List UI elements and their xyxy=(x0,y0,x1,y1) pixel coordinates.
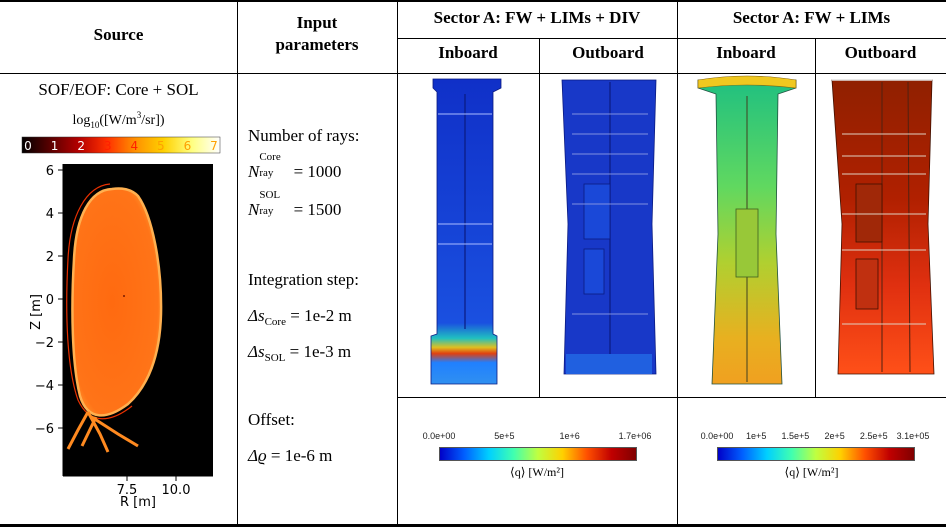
y-tick-label: −6 xyxy=(35,422,54,437)
units-open: ([W/m xyxy=(99,113,137,128)
col-divider-3 xyxy=(539,38,540,397)
colorbar-tick-label: 7 xyxy=(210,139,218,153)
header-input-line1: Input xyxy=(296,13,338,32)
y-tick-label: 4 xyxy=(46,207,54,222)
n-symbol: N xyxy=(248,162,260,181)
header-inboard-1: Inboard xyxy=(438,43,498,62)
source-emissivity-plot: 0 1 2 3 4 5 6 7 6 4 2 0 −2 −4 −6 7.5 10.0 Z [m] R [m] xyxy=(21,136,221,510)
x-axis-label: R [m] xyxy=(120,495,156,510)
source-title: SOF/EOF: Core + SOL xyxy=(38,80,199,99)
n-sol-sub: ray xyxy=(259,205,274,217)
hot-colorbar xyxy=(21,136,221,154)
y-axis-label: Z [m] xyxy=(29,294,44,330)
header-input-params: Input parameters xyxy=(237,12,397,56)
header-sector-lims: Sector A: FW + LIMs xyxy=(732,8,891,27)
ds-sol-value: = 1e-3 m xyxy=(289,342,352,361)
ds-core-sub: Core xyxy=(264,316,286,328)
x-tick-label: 7.5 xyxy=(117,483,138,498)
plasma-shape xyxy=(71,187,163,417)
x-tick-label: 10.0 xyxy=(162,483,191,498)
n-sol-value: = 1500 xyxy=(293,200,342,219)
colorbar-tick-label: 1.7e+06 xyxy=(618,431,652,441)
rays-label: Number of rays: xyxy=(248,126,360,145)
colorbar-tick-label: 5 xyxy=(157,139,165,153)
colorbar-tick-label: 3.1e+05 xyxy=(896,431,930,441)
n-core-sub: ray xyxy=(259,167,274,179)
colorbar-div: 0.0e+00 5e+5 1e+6 1.7e+06 ⟨q⟩ [W/m²] xyxy=(397,425,677,485)
offset-label: Offset: xyxy=(248,410,295,429)
ds-core-value: = 1e-2 m xyxy=(290,306,352,325)
y-tick-label: −2 xyxy=(35,336,54,351)
header-inboard-2: Inboard xyxy=(716,43,776,62)
colorbar-tick-label: 0.0e+00 xyxy=(422,431,456,441)
header-input-line2: parameters xyxy=(275,35,359,54)
colorbar-lims-bar xyxy=(717,447,915,461)
divertor-legs xyxy=(66,411,139,453)
header-outboard-2: Outboard xyxy=(844,43,917,62)
colorbar-tick-label: 3 xyxy=(104,139,112,153)
ds-core-param: ΔsCore = 1e-2 m xyxy=(248,306,352,328)
render-div-inboard xyxy=(430,78,502,385)
colorbar-tick-label: 1.5e+5 xyxy=(781,431,810,441)
units-close: /sr]) xyxy=(141,113,165,128)
magnetic-axis xyxy=(123,295,125,297)
render-lims-outboard xyxy=(831,79,935,375)
colorbar-tick-label: 2e+5 xyxy=(824,431,845,441)
n-symbol: N xyxy=(248,200,260,219)
top-rule xyxy=(0,0,946,2)
col-divider-1 xyxy=(237,0,238,526)
header-sector-div: Sector A: FW + LIMs + DIV xyxy=(433,8,641,27)
colorbar-tick-label: 2 xyxy=(77,139,85,153)
colorbar-tick-label: 6 xyxy=(184,139,192,153)
source-units: log10([W/m3/sr]) xyxy=(0,110,237,130)
header-outboard-1: Outboard xyxy=(572,43,644,62)
bottom-rule xyxy=(0,524,946,527)
ds-sol-sub: SOL xyxy=(264,352,286,364)
y-tick-label: 0 xyxy=(46,293,54,308)
header-rule xyxy=(0,73,946,74)
colorbar-tick-label: 5e+5 xyxy=(494,431,515,441)
colorbar-tick-label: 1e+5 xyxy=(746,431,767,441)
colorbar-tick-label: 4 xyxy=(130,139,138,153)
ds-symbol: Δs xyxy=(248,306,265,325)
hot-colorbar-ticks: 0 1 2 3 4 5 6 7 xyxy=(24,139,218,153)
n-core-param: N Core ray = 1000 xyxy=(248,151,342,182)
colorbar-tick-label: 2.5e+5 xyxy=(859,431,888,441)
subheader-rule xyxy=(397,38,946,39)
n-core-sup: Core xyxy=(259,151,281,163)
offset-symbol: Δϱ xyxy=(248,446,267,465)
colorbar-tick-label: 0.0e+00 xyxy=(700,431,734,441)
y-tick-label: 2 xyxy=(46,250,54,265)
y-tick-label: 6 xyxy=(46,164,54,179)
colorbar-tick-label: 1 xyxy=(51,139,59,153)
col-divider-4 xyxy=(677,0,678,526)
n-sol-sup: SOL xyxy=(259,189,281,201)
colorbar-tick-label: 1e+6 xyxy=(559,431,580,441)
units-log-sub: 10 xyxy=(90,120,100,130)
colorbar-tick-label: 0 xyxy=(24,139,32,153)
colorbar-div-label: ⟨q⟩ [W/m²] xyxy=(510,465,564,479)
render-div-outboard xyxy=(561,79,657,375)
header-source: Source xyxy=(93,25,144,44)
units-log: log xyxy=(72,113,91,128)
step-label: Integration step: xyxy=(248,270,359,289)
colorbar-lims: 0.0e+00 1e+5 1.5e+5 2e+5 2.5e+5 3.1e+05 ⟨q⟩ [… xyxy=(677,425,946,485)
offset-value: = 1e-6 m xyxy=(270,446,333,465)
y-tick-label: −4 xyxy=(35,379,54,394)
render-lims-inboard xyxy=(697,75,797,385)
colorbar-lims-label: ⟨q⟩ [W/m²] xyxy=(784,465,839,479)
n-core-value: = 1000 xyxy=(293,162,342,181)
ds-symbol: Δs xyxy=(248,342,265,361)
units-sup: 3 xyxy=(136,110,142,120)
ds-sol-param: ΔsSOL = 1e-3 m xyxy=(248,342,351,364)
col-divider-5 xyxy=(815,38,816,397)
x-axis-ticks: 7.5 10.0 xyxy=(117,476,191,498)
col-divider-2 xyxy=(397,0,398,526)
colorbar-rule xyxy=(397,397,946,398)
n-sol-param: N SOL ray = 1500 xyxy=(248,189,342,220)
offset-param: Δϱ = 1e-6 m xyxy=(248,446,332,466)
y-axis-ticks: 6 4 2 0 −2 −4 −6 xyxy=(35,164,63,437)
colorbar-div-bar xyxy=(439,447,637,461)
